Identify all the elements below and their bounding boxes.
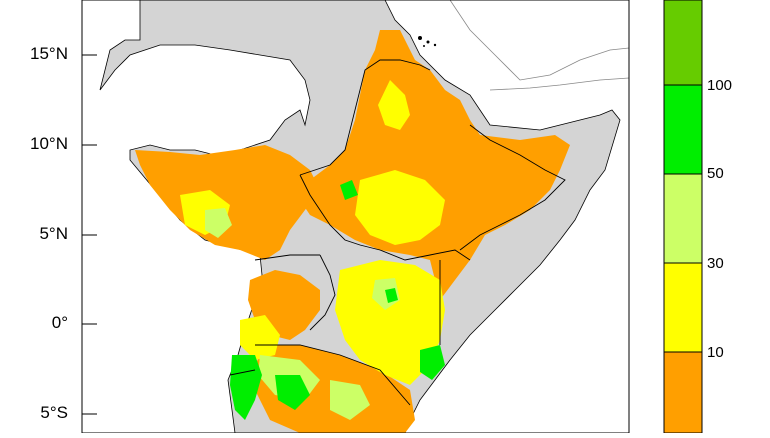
legend-label-50: 50	[707, 165, 724, 182]
precip-green-regions	[230, 180, 445, 420]
country-borders	[229, 59, 566, 406]
lat-label-10n: 10°N	[30, 134, 68, 153]
lat-label-5n: 5°N	[39, 224, 68, 243]
legend-bin-30-50	[663, 173, 703, 264]
legend-bin-10-30	[663, 262, 703, 353]
legend-bin-50-100	[663, 84, 703, 175]
outside-coastline	[449, 0, 630, 91]
legend-bin-0-10	[663, 351, 703, 434]
islands	[418, 36, 437, 47]
legend-label-30: 30	[707, 255, 724, 272]
latitude-ticks	[82, 54, 97, 415]
legend-label-10: 10	[707, 344, 724, 361]
lat-label-0: 0°	[51, 313, 68, 332]
legend-colorbar	[663, 0, 703, 434]
lat-label-5s: 5°S	[40, 403, 68, 422]
legend-bin-100-plus	[663, 0, 703, 86]
lat-label-15n: 15°N	[30, 44, 68, 63]
legend-label-100: 100	[707, 77, 733, 94]
precip-yellow-regions	[180, 80, 445, 385]
